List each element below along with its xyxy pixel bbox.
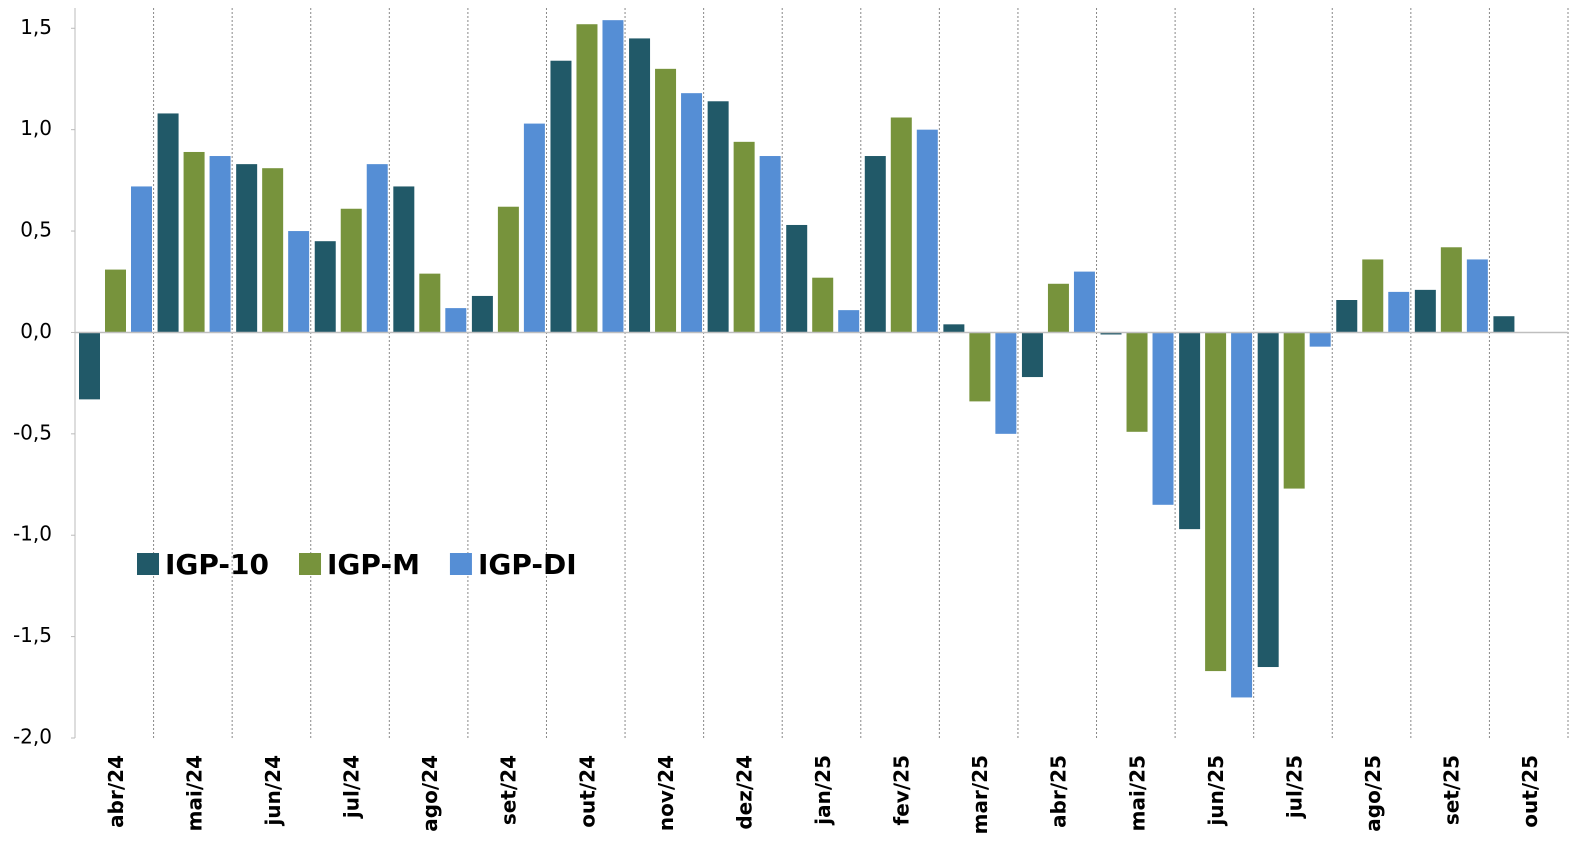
bar (131, 186, 152, 333)
bar (838, 310, 860, 333)
bar (471, 295, 493, 333)
x-tick-label: abr/24 (104, 755, 128, 828)
bar (1336, 300, 1358, 333)
legend-label: IGP-10 (165, 548, 269, 581)
y-tick-label: -2,0 (13, 725, 52, 749)
bar (916, 129, 938, 333)
bar (157, 113, 179, 333)
bar (1362, 259, 1384, 333)
x-tick-label: abr/25 (1047, 755, 1071, 828)
bar (262, 168, 284, 333)
y-tick-label: 0,5 (20, 218, 52, 242)
legend-swatch (449, 553, 472, 575)
bar (995, 332, 1017, 434)
bar (1283, 332, 1305, 489)
bar (1205, 332, 1227, 672)
bar (1047, 283, 1069, 333)
bar (707, 101, 729, 333)
bar (340, 208, 362, 333)
y-tick-label: 0,0 (20, 319, 52, 343)
bar (759, 156, 781, 333)
bar (1440, 247, 1462, 333)
x-tick-label: ago/24 (418, 755, 442, 832)
bar (1021, 332, 1043, 378)
bar (733, 141, 755, 333)
bar (629, 38, 651, 333)
bar (1073, 271, 1095, 333)
bar (1152, 332, 1174, 505)
bar (393, 186, 415, 333)
bar (1179, 332, 1201, 530)
x-tick-label: jun/24 (261, 755, 285, 826)
x-tick-label: fev/25 (890, 755, 914, 825)
x-tick-label: ago/25 (1361, 755, 1385, 832)
bar (1231, 332, 1253, 698)
y-tick-label: -1,5 (13, 623, 52, 647)
y-tick-label: 1,0 (20, 116, 52, 140)
bar (969, 332, 991, 402)
x-tick-label: jun/25 (1204, 755, 1228, 826)
bar (523, 123, 545, 333)
bar (890, 117, 912, 333)
legend-swatch (299, 553, 322, 575)
x-tick-label: set/24 (497, 755, 521, 825)
bar (602, 20, 624, 333)
x-tick-label: mai/25 (1125, 755, 1149, 831)
bar (576, 24, 598, 333)
y-tick-label: -0,5 (13, 420, 52, 444)
bar (1100, 332, 1122, 335)
bar (1309, 332, 1331, 347)
bar (1257, 332, 1279, 668)
bar (236, 164, 258, 333)
x-tick-label: jul/25 (1282, 755, 1306, 819)
bar (550, 60, 572, 333)
x-tick-label: set/25 (1440, 755, 1464, 825)
x-tick-label: out/24 (575, 755, 599, 828)
bar (864, 156, 886, 333)
x-tick-label: out/25 (1518, 755, 1542, 828)
bar (183, 151, 205, 333)
bar (366, 164, 388, 333)
y-tick-label: 1,5 (20, 15, 52, 39)
x-tick-label: mar/25 (968, 755, 992, 834)
y-tick-label: -1,0 (13, 522, 52, 546)
bar (943, 324, 965, 333)
bar (419, 273, 441, 333)
legend-label: IGP-M (327, 548, 420, 581)
bar (1414, 289, 1436, 333)
bar (1493, 316, 1515, 333)
bar (105, 269, 126, 333)
x-tick-label: jul/24 (340, 755, 364, 819)
bar (79, 332, 100, 400)
bar (314, 241, 336, 333)
legend-swatch (137, 553, 159, 575)
bar (209, 156, 231, 333)
bar (445, 308, 467, 333)
x-tick-label: jan/25 (811, 755, 835, 826)
legend-label: IGP-DI (478, 548, 577, 581)
bar (1126, 332, 1148, 432)
x-tick-label: dez/24 (732, 755, 756, 830)
bar (681, 93, 703, 333)
bar (1466, 259, 1488, 333)
x-tick-label: nov/24 (654, 755, 678, 831)
bar (497, 206, 519, 333)
bar (655, 68, 677, 333)
x-tick-label: mai/24 (182, 755, 206, 831)
bar (288, 231, 310, 333)
bar (786, 224, 808, 333)
bar (812, 277, 834, 333)
bar (1388, 291, 1410, 333)
